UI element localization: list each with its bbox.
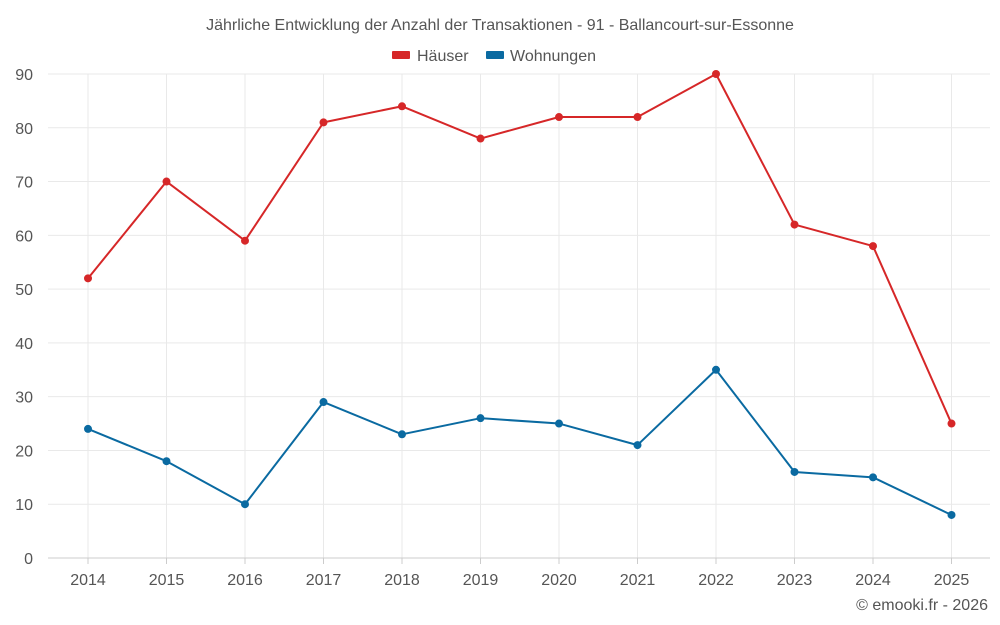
x-tick-label: 2019: [463, 572, 499, 589]
data-point-wohnungen: [162, 457, 171, 466]
data-point-h-user: [162, 177, 171, 186]
data-point-wohnungen: [869, 473, 877, 482]
series-line-wohnungen: [87, 368, 952, 516]
x-tick-label: 2018: [384, 572, 420, 589]
y-axis: 0 10 20 30 40 50 60 70 80 90: [15, 67, 33, 568]
x-tick-label: 2020: [541, 572, 577, 589]
legend-swatch-wohnungen: [486, 51, 504, 59]
y-tick-label: 40: [15, 336, 33, 353]
credit-text: © emooki.fr - 2026: [856, 597, 988, 614]
series-line-h-user: [87, 73, 953, 424]
chart-title: Jährliche Entwicklung der Anzahl der Tra…: [206, 17, 794, 34]
x-tick-label: 2025: [934, 572, 970, 589]
y-tick-label: 80: [15, 121, 33, 138]
x-tick-label: 2015: [149, 572, 185, 589]
gridlines: [48, 73, 990, 559]
y-tick-label: 70: [15, 175, 33, 192]
x-tick-label: 2022: [698, 572, 734, 589]
data-point-wohnungen: [790, 467, 799, 476]
data-point-h-user: [319, 118, 328, 127]
data-point-wohnungen: [319, 398, 328, 407]
y-tick-label: 60: [15, 228, 33, 245]
y-tick-label: 0: [24, 551, 33, 568]
series-group: [84, 70, 956, 519]
data-point-wohnungen: [84, 424, 92, 433]
data-point-wohnungen: [398, 430, 406, 439]
legend-swatch-h-user: [392, 51, 410, 59]
data-point-h-user: [790, 220, 799, 229]
x-tick-label: 2014: [70, 572, 106, 589]
data-point-h-user: [84, 274, 92, 283]
legend: Häuser Wohnungen: [392, 48, 596, 65]
x-tick-label: 2017: [306, 572, 342, 589]
legend-label-wohnungen: Wohnungen: [510, 48, 596, 65]
data-point-h-user: [869, 242, 877, 251]
x-tick-label: 2016: [227, 572, 263, 589]
y-tick-label: 20: [15, 443, 33, 460]
y-tick-label: 30: [15, 390, 33, 407]
data-point-wohnungen: [633, 441, 642, 450]
data-point-h-user: [398, 102, 406, 111]
x-tick-label: 2024: [855, 572, 891, 589]
data-point-h-user: [712, 70, 720, 78]
data-point-wohnungen: [947, 510, 956, 519]
data-point-wohnungen: [712, 365, 720, 374]
data-point-wohnungen: [241, 500, 249, 509]
y-tick-label: 50: [15, 282, 33, 299]
data-point-h-user: [476, 134, 485, 143]
x-axis: 2014 2015 2016 2017 2018 2019 2020 2021 2022 2023…: [48, 557, 990, 589]
data-point-h-user: [947, 419, 956, 428]
data-point-h-user: [633, 113, 642, 122]
x-tick-label: 2021: [620, 572, 656, 589]
y-tick-label: 90: [15, 67, 33, 84]
y-tick-label: 10: [15, 497, 33, 514]
data-point-h-user: [241, 236, 249, 245]
data-point-wohnungen: [476, 414, 485, 423]
legend-label-h-user: Häuser: [417, 48, 469, 65]
data-point-h-user: [555, 113, 563, 122]
data-point-wohnungen: [555, 419, 563, 428]
x-tick-label: 2023: [777, 572, 813, 589]
